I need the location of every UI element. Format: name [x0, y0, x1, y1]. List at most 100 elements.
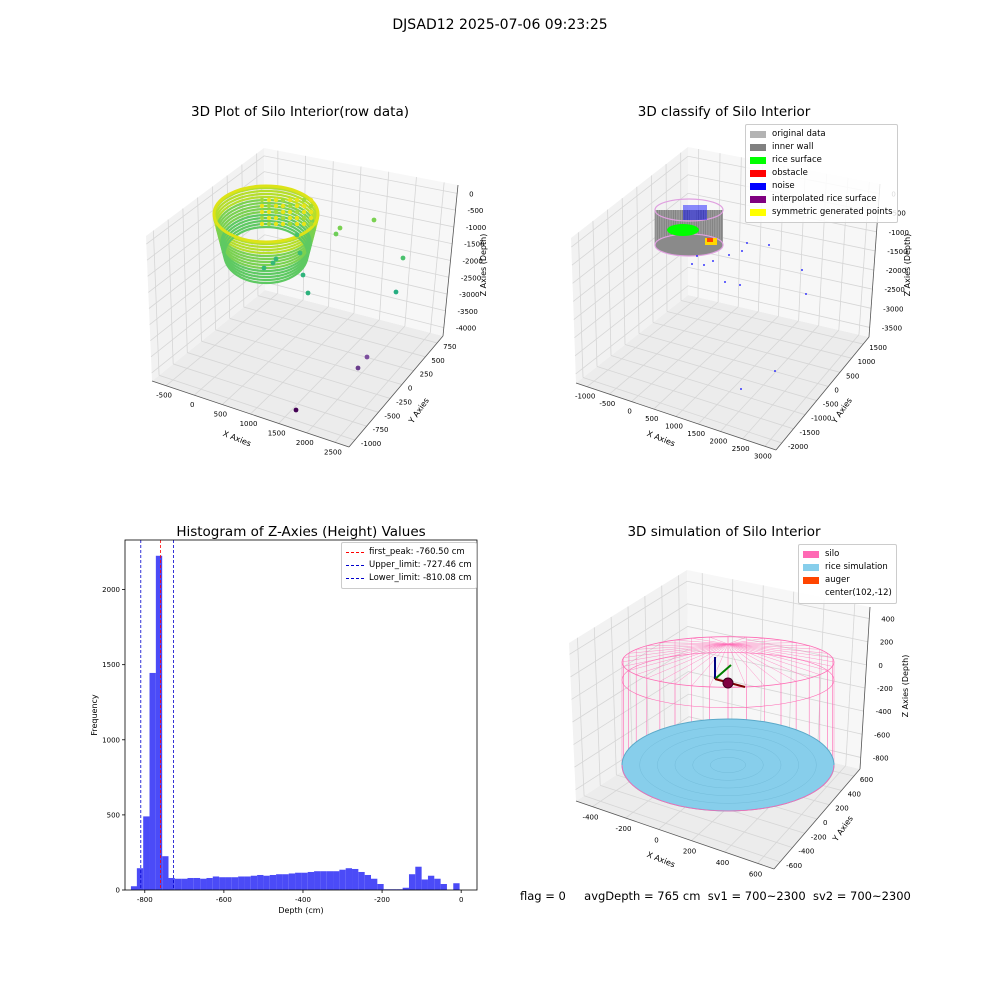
simulation-legend-entry: auger	[803, 574, 892, 587]
panel1-wall-grid-z	[146, 155, 458, 245]
silo-wire-roof	[727, 643, 833, 667]
panel4-z-axis-label: Z Axies (Depth)	[901, 655, 910, 718]
panel2-y-tick-label: 1000	[858, 358, 876, 366]
panel2-x-tick-label: -1000	[575, 393, 595, 401]
classify-legend-entry: inner wall	[750, 141, 893, 154]
panel3-title: Histogram of Z-Axies (Height) Values	[176, 524, 426, 540]
panel4-z-tick-label: 200	[880, 639, 893, 647]
panel2-obstacle-points	[707, 238, 713, 242]
panel2-floor-grid-x	[586, 297, 699, 388]
panel1-floor-grid-x	[306, 325, 406, 434]
silo-wire-roof	[727, 643, 833, 658]
panel1-y-axis-line	[348, 335, 444, 448]
simulation-legend-label: rice simulation	[825, 562, 888, 572]
panel1-y-tick-label: -750	[373, 426, 389, 434]
hist-bar	[352, 868, 359, 890]
panel1-outlier-point	[364, 354, 370, 360]
hist-bar	[415, 866, 422, 890]
silo-wire-roof	[727, 637, 765, 645]
classify-legend-label: original data	[772, 129, 826, 139]
silo-wire-roof	[727, 643, 810, 646]
panel2-y-tick-label: 500	[846, 372, 859, 380]
panel1-x-tick-label: 1000	[240, 420, 258, 428]
panel1-z-tick-label: 0	[469, 190, 473, 198]
hist-bar	[377, 883, 384, 890]
panel2-title: 3D classify of Silo Interior	[637, 104, 811, 120]
panel1-floor-grid-y	[243, 306, 426, 358]
hist-bar	[225, 877, 232, 890]
classify-legend-entry: obstacle	[750, 167, 893, 180]
panel2-x-tick-label: 2500	[732, 445, 750, 453]
hist-bar	[206, 877, 213, 890]
panel4-x-tick-label: -400	[583, 814, 599, 822]
panel4-y-tick-label: 200	[835, 805, 848, 813]
panel1-x-tick-label: 0	[190, 401, 194, 409]
panel2-z-tick-label: -1500	[887, 248, 907, 256]
simulation-legend-label: silo	[825, 549, 840, 559]
hist-bar	[307, 871, 315, 890]
panel1-inner-point	[301, 215, 307, 221]
panel1-y-tick-label: 0	[408, 385, 412, 393]
panel4-z-tick-label: -400	[876, 708, 892, 716]
panel1-inner-point	[301, 203, 307, 209]
silo-wire-roof	[727, 643, 765, 686]
panel1-outlier-point	[371, 217, 377, 223]
silo-mid-ring	[621, 652, 835, 708]
hist-bar	[434, 878, 441, 890]
panel2-z-tick-label: -1000	[889, 229, 909, 237]
avg-depth-text: avgDepth = 765 cm	[584, 889, 701, 903]
panel4-y-tick-label: 400	[848, 790, 861, 798]
hist-bar	[402, 887, 409, 890]
panel4-wall-grid-z	[573, 671, 864, 745]
panel1-x-tick-label: 500	[214, 411, 227, 419]
rice-simulation-contour	[710, 757, 746, 773]
panel4-y-axis-line	[773, 768, 861, 870]
panel2-noise-point	[739, 284, 741, 286]
sv2-text: sv2 = 700~2300	[812, 889, 911, 903]
panel1-floor-grid-y	[173, 363, 367, 427]
panel1-inner-point	[294, 203, 300, 209]
panel2-floor-grid-y	[666, 311, 852, 359]
classify-legend-entry: interpolated rice surface	[750, 193, 893, 206]
hist-y-tick-label: 1500	[102, 661, 120, 669]
panel1-inner-point	[280, 203, 286, 209]
panel2-noise-point	[724, 281, 726, 283]
panel2-y-tick-label: -1000	[811, 415, 831, 423]
panel4-y-tick-label: -200	[811, 833, 827, 841]
hist-bar	[440, 883, 447, 890]
hist-bar	[181, 878, 188, 890]
silo-wire-roof	[727, 643, 828, 671]
panel2-wall-grid-y	[651, 175, 654, 323]
panel1-inner-point	[301, 221, 307, 227]
hist-bar	[212, 876, 220, 890]
panel1-silo-ring-points	[223, 225, 309, 285]
hist-bar	[130, 886, 138, 890]
panel2-noise-point	[774, 370, 776, 372]
panel2-noise-point	[801, 269, 803, 271]
silo-wire-roof	[691, 637, 729, 645]
rice-simulation-contour	[692, 749, 764, 781]
rice-simulation-contour	[674, 741, 782, 789]
panel1-x-tick-label: 2000	[296, 439, 314, 447]
silo-wire-roof	[691, 643, 729, 686]
panel2-noise-point	[746, 242, 748, 244]
panel1-z-tick-label: -2000	[463, 258, 483, 266]
silo-wire-roof	[628, 643, 729, 671]
panel1-inner-point	[294, 197, 300, 203]
panel1-inner-point	[273, 203, 279, 209]
panel1-outlier-point	[297, 250, 303, 256]
panel2-floor-grid-y	[652, 322, 841, 373]
silo-wire-roof	[623, 643, 729, 667]
simulation-legend-swatch	[803, 551, 819, 558]
panel4-wall-grid-z	[574, 693, 863, 768]
hist-bar	[155, 555, 163, 890]
panel1-inner-point	[308, 221, 314, 227]
classify-legend-label: obstacle	[772, 168, 808, 178]
silo-wire-roof	[636, 643, 729, 650]
classify-legend-swatch	[750, 144, 766, 151]
panel1-floor-grid-y	[229, 318, 414, 372]
panel1-y-tick-label: 500	[431, 357, 444, 365]
silo-wire-roof	[727, 643, 797, 682]
hist-x-tick-label: -800	[137, 896, 153, 904]
silo-wire-roof	[674, 639, 729, 645]
